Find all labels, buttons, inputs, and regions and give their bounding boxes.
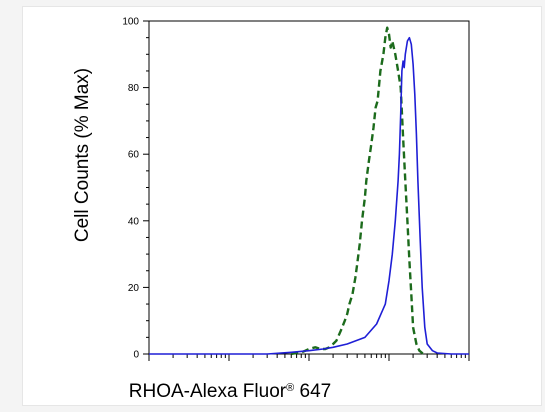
plot-area	[148, 20, 470, 355]
y-tick-label: 20	[128, 283, 140, 294]
y-tick-label: 40	[128, 216, 140, 227]
x-axis	[148, 354, 470, 361]
x-axis-title: RHOA-Alexa Fluor® 647	[129, 381, 331, 402]
x-axis-title-main: RHOA-Alexa Fluor	[129, 381, 287, 402]
y-tick-label: 100	[122, 17, 139, 28]
chart-panel: 0 20 40 60 80 100 Cell Counts (% Max) RHOA-Al…	[22, 6, 542, 406]
y-tick-label: 0	[133, 350, 139, 361]
plot-frame	[148, 20, 470, 355]
series-solid-blue-line	[149, 36, 469, 355]
y-axis: 0 20 40 60 80 100	[122, 17, 149, 361]
series-dashed-green-line	[291, 26, 428, 356]
x-axis-title-registered-mark: ®	[286, 382, 294, 394]
histogram-chart: 0 20 40 60 80 100 Cell Counts (% Max) RHOA-Al…	[72, 17, 470, 402]
y-tick-label: 80	[128, 83, 140, 94]
y-tick-label: 60	[128, 150, 140, 161]
y-axis-title: Cell Counts (% Max)	[72, 68, 93, 242]
x-axis-title-suffix: 647	[294, 381, 331, 402]
series-layer	[149, 26, 469, 356]
